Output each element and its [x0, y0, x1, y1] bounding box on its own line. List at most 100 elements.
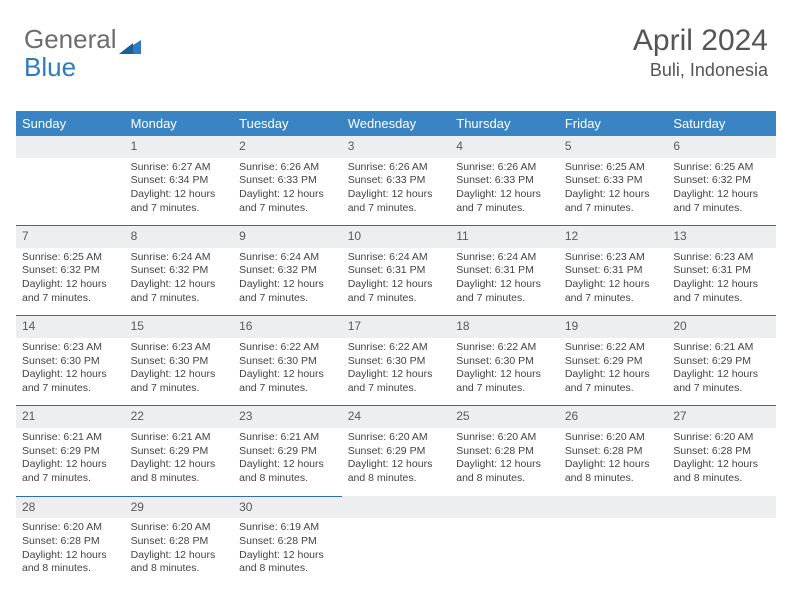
sunset-label: Sunset: 6:29 PM [131, 445, 209, 457]
empty-cell [667, 518, 776, 586]
sunset-label: Sunset: 6:33 PM [348, 174, 426, 186]
week-daynum-row: 282930 [16, 496, 776, 518]
sunrise-label: Sunrise: 6:24 AM [348, 251, 428, 263]
sunset-label: Sunset: 6:29 PM [673, 355, 751, 367]
daylight-label: Daylight: 12 hours and 7 minutes. [22, 278, 107, 304]
day-info: Sunrise: 6:26 AMSunset: 6:33 PMDaylight:… [342, 158, 451, 226]
day-info: Sunrise: 6:20 AMSunset: 6:29 PMDaylight:… [342, 428, 451, 496]
day-number: 30 [233, 496, 342, 518]
empty-cell [342, 496, 451, 518]
sunrise-label: Sunrise: 6:23 AM [131, 341, 211, 353]
empty-cell [16, 158, 125, 226]
day-info: Sunrise: 6:21 AMSunset: 6:29 PMDaylight:… [667, 338, 776, 406]
brand-triangle-icon [119, 31, 141, 49]
weekday-header: Tuesday [233, 111, 342, 136]
day-number: 2 [233, 136, 342, 158]
day-number: 19 [559, 316, 668, 338]
week-daynum-row: 14151617181920 [16, 316, 776, 338]
day-number: 13 [667, 226, 776, 248]
daylight-label: Daylight: 12 hours and 7 minutes. [22, 458, 107, 484]
daylight-label: Daylight: 12 hours and 8 minutes. [673, 458, 758, 484]
day-number: 16 [233, 316, 342, 338]
sunrise-label: Sunrise: 6:23 AM [565, 251, 645, 263]
day-number: 24 [342, 406, 451, 428]
weekday-header: Sunday [16, 111, 125, 136]
sunset-label: Sunset: 6:28 PM [456, 445, 534, 457]
week-info-row: Sunrise: 6:23 AMSunset: 6:30 PMDaylight:… [16, 338, 776, 406]
day-number: 25 [450, 406, 559, 428]
day-info: Sunrise: 6:20 AM Sunset: 6:28 PMDaylight:… [559, 428, 668, 496]
day-info: Sunrise: 6:20 AMSunset: 6:28 PMDaylight:… [16, 518, 125, 586]
day-info: Sunrise: 6:26 AMSunset: 6:33 PMDaylight:… [450, 158, 559, 226]
daylight-label: Daylight: 12 hours and 7 minutes. [348, 368, 433, 394]
day-info: Sunrise: 6:23 AMSunset: 6:30 PMDaylight:… [16, 338, 125, 406]
brand-word-2: Blue [24, 52, 76, 83]
empty-cell [450, 496, 559, 518]
daylight-label: Daylight: 12 hours and 7 minutes. [673, 278, 758, 304]
day-number: 28 [16, 496, 125, 518]
daylight-label: Daylight: 12 hours and 8 minutes. [348, 458, 433, 484]
sunrise-label: Sunrise: 6:20 AM [565, 431, 645, 443]
sunrise-label: Sunrise: 6:22 AM [239, 341, 319, 353]
sunrise-label: Sunrise: 6:19 AM [239, 521, 319, 533]
day-number: 8 [125, 226, 234, 248]
daylight-label: Daylight: 12 hours and 7 minutes. [456, 188, 541, 214]
day-number: 7 [16, 226, 125, 248]
sunset-label: Sunset: 6:28 PM [565, 445, 643, 457]
day-info: Sunrise: 6:25 AMSunset: 6:32 PMDaylight:… [667, 158, 776, 226]
day-info: Sunrise: 6:19 AMSunset: 6:28 PMDaylight:… [233, 518, 342, 586]
sunset-label: Sunset: 6:33 PM [456, 174, 534, 186]
calendar-body: 123456Sunrise: 6:27 AMSunset: 6:34 PMDay… [16, 136, 776, 586]
day-number: 29 [125, 496, 234, 518]
week-info-row: Sunrise: 6:21 AM Sunset: 6:29 PM Daylight:… [16, 428, 776, 496]
daylight-label: Daylight: 12 hours and 8 minutes. [239, 549, 324, 575]
day-info: Sunrise: 6:22 AMSunset: 6:29 PMDaylight:… [559, 338, 668, 406]
day-info: Sunrise: 6:24 AMSunset: 6:31 PMDaylight:… [342, 248, 451, 316]
sunrise-label: Sunrise: 6:27 AM [131, 161, 211, 173]
sunset-label: Sunset: 6:33 PM [565, 174, 643, 186]
daylight-label: Daylight: 12 hours and 7 minutes. [131, 368, 216, 394]
empty-cell [559, 496, 668, 518]
daylight-label: Daylight: 12 hours and 7 minutes. [348, 278, 433, 304]
sunrise-label: Sunrise: 6:22 AM [348, 341, 428, 353]
empty-cell [667, 496, 776, 518]
sunrise-label: Sunrise: 6:22 AM [565, 341, 645, 353]
day-number: 9 [233, 226, 342, 248]
day-info: Sunrise: 6:22 AMSunset: 6:30 PMDaylight:… [342, 338, 451, 406]
sunset-label: Sunset: 6:31 PM [565, 264, 643, 276]
sunrise-label: Sunrise: 6:21 AM [22, 431, 102, 443]
week-daynum-row: 21222324252627 [16, 406, 776, 428]
location-label: Buli, Indonesia [633, 60, 768, 81]
daylight-label: Daylight: 12 hours and 8 minutes. [131, 549, 216, 575]
daylight-label: Daylight: 12 hours and 7 minutes. [673, 188, 758, 214]
day-info: Sunrise: 6:21 AMSunset: 6:29 PMDaylight:… [16, 428, 125, 496]
sunset-label: Sunset: 6:28 PM [673, 445, 751, 457]
daylight-label: Daylight: 12 hours and 7 minutes. [239, 368, 324, 394]
empty-cell [559, 518, 668, 586]
weekday-header: Friday [559, 111, 668, 136]
sunrise-label: Sunrise: 6:26 AM [239, 161, 319, 173]
empty-cell [450, 518, 559, 586]
sunset-label: Sunset: 6:32 PM [131, 264, 209, 276]
daylight-label: Daylight: 12 hours and 7 minutes. [456, 368, 541, 394]
sunset-label: Sunset: 6:30 PM [239, 355, 317, 367]
daylight-label: Daylight: 12 hours and 7 minutes. [131, 188, 216, 214]
day-info: Sunrise: 6:20 AMSunset: 6:28 PMDaylight:… [667, 428, 776, 496]
sunrise-label: Sunrise: 6:21 AM [673, 341, 753, 353]
day-number: 26 [559, 406, 668, 428]
day-info: Sunrise: 6:26 AMSunset: 6:33 PMDaylight:… [233, 158, 342, 226]
sunrise-label: Sunrise: 6:26 AM [348, 161, 428, 173]
brand-word-1: General [24, 24, 117, 55]
sunset-label: Sunset: 6:30 PM [131, 355, 209, 367]
sunrise-label: Sunrise: 6:21 AM [131, 431, 211, 443]
sunrise-label: Sunrise: 6:23 AM [22, 341, 102, 353]
calendar-table: Sunday Monday Tuesday Wednesday Thursday… [16, 111, 776, 586]
sunset-label: Sunset: 6:31 PM [456, 264, 534, 276]
brand-logo: General [24, 24, 141, 55]
sunset-label: Sunset: 6:31 PM [673, 264, 751, 276]
day-number: 22 [125, 406, 234, 428]
daylight-label: Daylight: 12 hours and 8 minutes. [565, 458, 650, 484]
daylight-label: Daylight: 12 hours and 7 minutes. [456, 278, 541, 304]
daylight-label: Daylight: 12 hours and 8 minutes. [22, 549, 107, 575]
day-number: 4 [450, 136, 559, 158]
